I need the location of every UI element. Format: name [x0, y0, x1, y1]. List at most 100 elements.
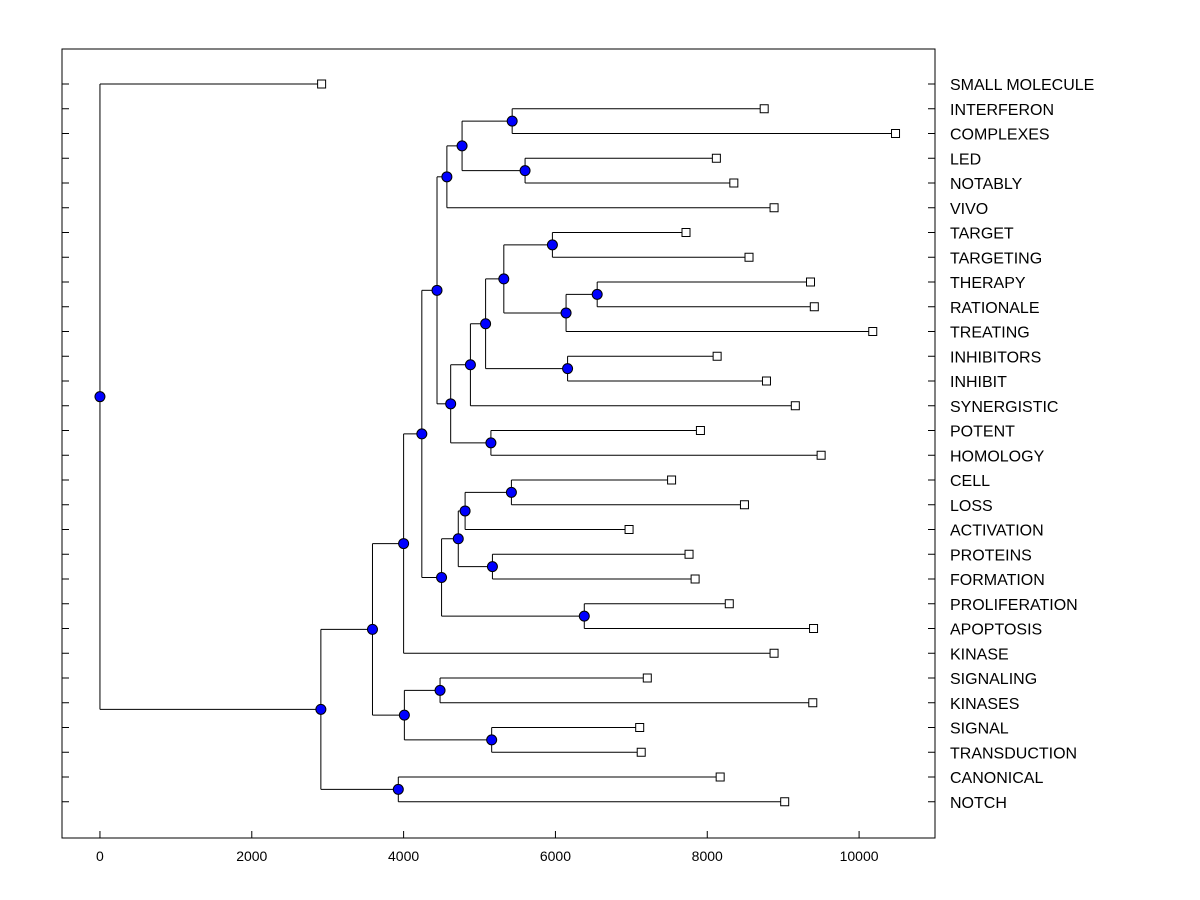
leaf-labels: SMALL MOLECULE INTERFERON COMPLEXES LED NOTA…	[950, 77, 1094, 812]
merge-node	[398, 538, 410, 550]
merge-node	[591, 288, 603, 300]
leaf-marker	[816, 450, 826, 460]
y-axis-ticks	[62, 83, 935, 803]
merge-node	[398, 709, 410, 721]
leaf-label: CELL	[950, 473, 990, 490]
leaf-marker	[806, 277, 816, 287]
merge-node	[366, 623, 378, 635]
leaf-label: COMPLEXES	[950, 127, 1050, 144]
merge-node	[94, 391, 106, 403]
x-tick-label: 10000	[840, 848, 879, 864]
leaf-label: POTENT	[950, 424, 1015, 441]
merge-node	[519, 165, 531, 177]
merge-node	[506, 115, 518, 127]
merge-node	[480, 318, 492, 330]
merge-node	[445, 398, 457, 410]
merge-node	[485, 437, 497, 449]
x-tick-label: 4000	[388, 848, 419, 864]
leaf-label: CANONICAL	[950, 770, 1043, 787]
leaf-label: INHIBIT	[950, 374, 1007, 391]
leaf-marker	[724, 599, 734, 609]
leaf-label: INHIBITORS	[950, 349, 1041, 366]
leaf-marker	[769, 203, 779, 213]
leaf-marker	[715, 772, 725, 782]
merge-node	[456, 140, 468, 152]
leaf-marker	[681, 228, 691, 237]
x-tick-label: 8000	[692, 848, 723, 864]
leaf-marker	[891, 129, 901, 138]
merge-node	[505, 486, 517, 498]
leaf-label: SYNERGISTIC	[950, 399, 1058, 416]
leaf-label: TREATING	[950, 325, 1030, 342]
leaf-marker	[712, 351, 722, 361]
leaf-label: THERAPY	[950, 275, 1026, 292]
merge-node	[486, 561, 498, 573]
leaf-label: LED	[950, 151, 981, 168]
merge-node	[452, 533, 464, 545]
leaf-marker	[790, 401, 800, 411]
leaf-label: KINASE	[950, 646, 1009, 663]
leaf-label: SMALL MOLECULE	[950, 77, 1094, 94]
merge-node	[434, 684, 446, 696]
leaf-marker	[780, 797, 790, 807]
leaf-label: TARGETING	[950, 250, 1042, 267]
leaf-marker	[695, 426, 705, 435]
leaf-label: LOSS	[950, 498, 993, 515]
leaf-marker	[759, 104, 769, 114]
leaf-label: APOPTOSIS	[950, 622, 1042, 639]
leaf-label: NOTCH	[950, 795, 1007, 812]
leaf-label: PROLIFERATION	[950, 597, 1078, 614]
merge-node	[441, 171, 453, 183]
leaf-label: RATIONALE	[950, 300, 1040, 317]
merge-node	[392, 783, 404, 795]
merge-node	[459, 505, 471, 517]
merge-nodes	[94, 115, 603, 795]
merge-node	[498, 273, 510, 285]
x-tick-label: 6000	[540, 848, 571, 864]
leaf-marker	[711, 153, 721, 163]
merge-node	[464, 359, 476, 371]
dendrogram-links	[99, 83, 896, 803]
leaf-marker	[744, 252, 754, 262]
merge-node	[486, 734, 498, 746]
leaf-label: NOTABLY	[950, 176, 1023, 193]
x-axis: 0 2000 4000 6000 8000 10000	[96, 831, 879, 864]
merge-node	[562, 363, 574, 375]
leaf-marker	[729, 178, 739, 188]
merge-node	[546, 239, 558, 251]
leaf-marker	[761, 376, 771, 386]
x-tick-label: 0	[96, 848, 104, 864]
plot-frame	[61, 48, 936, 839]
leaf-label: SIGNAL	[950, 721, 1009, 738]
leaf-marker	[739, 500, 749, 510]
leaf-label: ACTIVATION	[950, 523, 1044, 540]
merge-node	[431, 284, 443, 296]
leaf-label: VIVO	[950, 201, 988, 218]
leaf-label: FORMATION	[950, 572, 1045, 589]
leaf-label: TARGET	[950, 226, 1014, 243]
leaf-marker	[809, 302, 819, 312]
leaf-marker	[684, 549, 694, 559]
leaf-marker	[808, 698, 818, 708]
merge-node	[315, 703, 327, 715]
leaf-marker	[809, 624, 819, 633]
leaf-marker	[636, 747, 646, 757]
leaf-marker	[868, 327, 878, 336]
merge-node	[578, 610, 590, 622]
merge-node	[560, 307, 572, 319]
leaf-marker	[667, 475, 677, 485]
x-tick-label: 2000	[236, 848, 267, 864]
leaf-markers	[317, 79, 901, 807]
leaf-label: PROTEINS	[950, 547, 1032, 564]
leaf-marker	[624, 525, 634, 534]
leaf-label: KINASES	[950, 696, 1019, 713]
leaf-label: HOMOLOGY	[950, 448, 1045, 465]
leaf-marker	[635, 723, 645, 732]
leaf-marker	[642, 673, 652, 683]
merge-node	[416, 428, 428, 440]
leaf-label: SIGNALING	[950, 671, 1037, 688]
merge-node	[436, 571, 448, 583]
leaf-marker	[690, 574, 700, 584]
leaf-label: TRANSDUCTION	[950, 745, 1077, 762]
